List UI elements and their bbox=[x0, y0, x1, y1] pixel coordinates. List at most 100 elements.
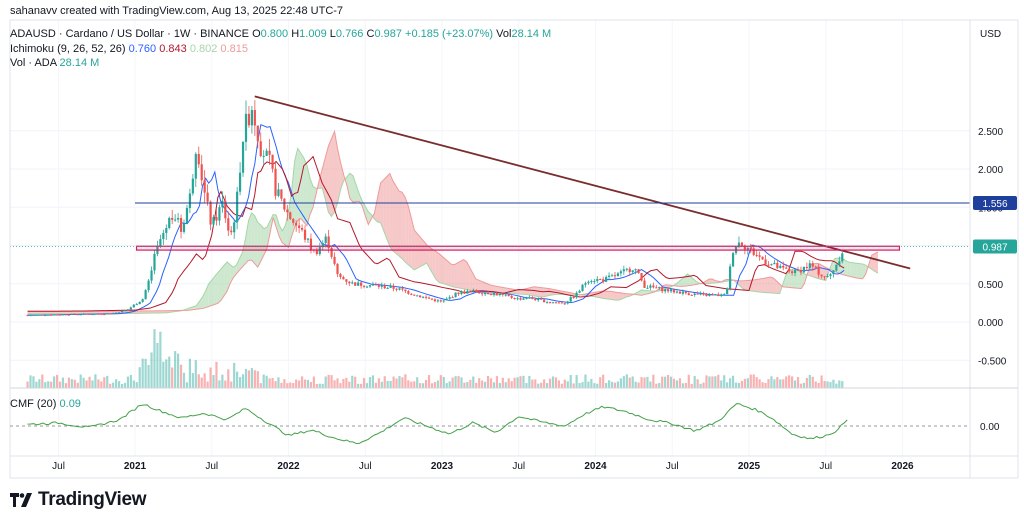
candle-body bbox=[563, 303, 566, 305]
cloud-segment bbox=[709, 278, 713, 284]
cloud-segment bbox=[791, 269, 796, 288]
symbol-name[interactable]: ADAUSD · Cardano / US Dollar · 1W · BINA… bbox=[10, 28, 249, 40]
candle-body bbox=[371, 284, 375, 286]
volume-bar bbox=[26, 381, 29, 388]
volume-bar bbox=[315, 383, 318, 388]
ichimoku-label[interactable]: Ichimoku (9, 26, 52, 26) bbox=[10, 43, 126, 55]
candle-body bbox=[746, 248, 749, 250]
volume-bar bbox=[50, 381, 53, 388]
volume-bar bbox=[587, 381, 590, 388]
volume-bar bbox=[481, 380, 484, 388]
candle-body bbox=[773, 262, 776, 265]
cloud-segment bbox=[601, 291, 605, 299]
chart-frame bbox=[9, 19, 1019, 479]
candle-body bbox=[168, 217, 171, 229]
cloud-segment bbox=[531, 286, 535, 296]
volume-bar bbox=[664, 376, 667, 388]
cmf-legend[interactable]: CMF (20) 0.09 bbox=[10, 398, 81, 410]
cloud-segment bbox=[208, 280, 212, 307]
base-line bbox=[27, 155, 845, 312]
price-tick-label: 2.000 bbox=[978, 165, 1003, 176]
volume-bar bbox=[782, 379, 785, 388]
cloud-segment bbox=[641, 289, 645, 296]
candle-body bbox=[675, 291, 679, 293]
candle-body bbox=[82, 313, 85, 315]
cmf-line bbox=[27, 403, 848, 445]
candle-body bbox=[268, 150, 271, 155]
candle-body bbox=[486, 292, 490, 295]
volume-legend[interactable]: Vol · ADA 28.14 M bbox=[10, 57, 99, 69]
candle-body bbox=[283, 198, 286, 210]
candle-body bbox=[413, 294, 416, 296]
volume-bar bbox=[764, 382, 767, 388]
candle-body bbox=[41, 314, 44, 316]
cloud-segment bbox=[162, 310, 166, 313]
brand-name: TradingView bbox=[38, 489, 147, 510]
cloud-segment bbox=[242, 238, 246, 267]
candle-body bbox=[835, 264, 838, 271]
candle-body bbox=[643, 280, 646, 288]
candle-body bbox=[153, 253, 156, 271]
volume-bar bbox=[802, 382, 806, 388]
candle-body bbox=[79, 314, 82, 316]
candle-body bbox=[97, 313, 100, 315]
candle-body bbox=[380, 285, 383, 287]
candle-body bbox=[259, 141, 262, 157]
candle-body bbox=[26, 315, 29, 317]
cloud-segment bbox=[110, 311, 114, 314]
volume-bar bbox=[286, 383, 289, 388]
cloud-segment bbox=[448, 261, 452, 287]
volume-label[interactable]: Vol · ADA bbox=[10, 57, 57, 69]
user-drawings[interactable] bbox=[10, 95, 970, 270]
volume-bar bbox=[773, 379, 776, 388]
candle-body bbox=[445, 298, 448, 301]
volume-bar bbox=[746, 378, 749, 388]
candle-body bbox=[29, 315, 32, 317]
volume-bar bbox=[126, 376, 130, 388]
cloud-segment bbox=[856, 263, 860, 279]
volume-bar bbox=[230, 381, 233, 388]
ichimoku-legend[interactable]: Ichimoku (9, 26, 52, 26) 0.760 0.843 0.8… bbox=[10, 43, 248, 55]
candle-body bbox=[463, 291, 466, 294]
cloud-segment bbox=[331, 131, 335, 217]
volume-bar bbox=[634, 381, 637, 388]
candle-body bbox=[424, 296, 428, 298]
axes: 2.5002.0001.5001.0000.5000.000-0.500USDJ… bbox=[9, 19, 1019, 479]
candle-body bbox=[460, 291, 463, 295]
volume-bar bbox=[395, 378, 398, 388]
volume-bar bbox=[543, 379, 546, 388]
volume-bar bbox=[303, 379, 307, 388]
candle-body bbox=[419, 295, 422, 298]
candle-body bbox=[649, 285, 652, 288]
volume-bar bbox=[475, 382, 478, 388]
volume-bar bbox=[191, 373, 194, 388]
cloud-segment bbox=[135, 310, 139, 314]
symbol-legend[interactable]: ADAUSD · Cardano / US Dollar · 1W · BINA… bbox=[10, 28, 551, 40]
volume-bar bbox=[519, 376, 522, 388]
cloud-segment bbox=[58, 311, 62, 314]
candle-body bbox=[141, 299, 144, 302]
candle-body bbox=[823, 276, 826, 278]
volume-bar bbox=[271, 377, 274, 388]
candle-body bbox=[132, 304, 135, 308]
tradingview-logo[interactable]: TradingView bbox=[10, 489, 147, 511]
candle-body bbox=[91, 314, 94, 316]
candle-body bbox=[596, 278, 599, 282]
candle-body bbox=[206, 192, 209, 202]
volume-bar bbox=[516, 377, 519, 388]
cloud-segment bbox=[859, 263, 863, 279]
volume-bar bbox=[478, 378, 481, 388]
candle-body bbox=[383, 285, 386, 289]
cloud-segment bbox=[761, 278, 765, 293]
candle-body bbox=[788, 268, 791, 272]
cmf-label[interactable]: CMF (20) bbox=[10, 398, 57, 410]
candle-body bbox=[755, 254, 758, 256]
candle-body bbox=[55, 314, 59, 316]
volume-bar bbox=[318, 383, 321, 388]
candle-body bbox=[191, 178, 194, 194]
volume-bar bbox=[244, 368, 248, 388]
candle-body bbox=[829, 274, 832, 276]
volume-bar bbox=[460, 377, 463, 388]
candle-body bbox=[796, 269, 800, 271]
